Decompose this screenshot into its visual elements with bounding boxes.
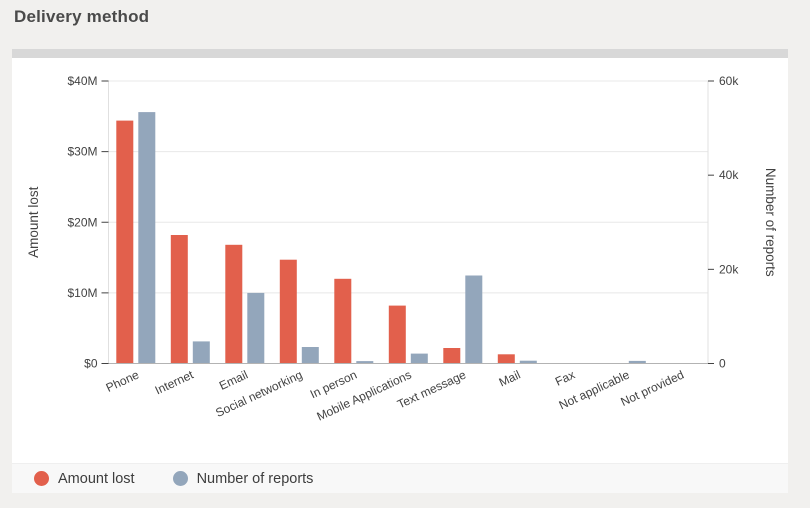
bar-amount-lost-social-networking[interactable] (279, 259, 297, 364)
bar-amount-lost-in-person[interactable] (334, 278, 352, 364)
number-of-reports-swatch-icon (172, 471, 188, 486)
chart-legend: Amount lost Number of reports (12, 463, 788, 493)
bar-amount-lost-phone[interactable] (116, 120, 134, 364)
left-tick-label-0: $0 (84, 357, 98, 371)
legend-label-number-of-reports: Number of reports (196, 470, 314, 487)
x-label-not-provided: Not provided (618, 368, 686, 409)
legend-item-number-of-reports[interactable]: Number of reports (172, 470, 314, 487)
bar-number-of-reports-in-person[interactable] (356, 361, 374, 364)
bar-amount-lost-mobile-applications[interactable] (388, 305, 406, 364)
bar-number-of-reports-mail[interactable] (519, 360, 537, 364)
left-tick-label-20m: $20M (67, 215, 97, 229)
bar-amount-lost-text-message[interactable] (443, 348, 461, 364)
x-label-mobile-applications: Mobile Applications (315, 368, 414, 424)
left-tick-label-40m: $40M (67, 74, 97, 88)
chart-card: $0 $10M $20M $30M $40M 0 20k 40k 60k Phone Interne… (12, 58, 788, 493)
bar-number-of-reports-email[interactable] (247, 292, 265, 364)
bar-number-of-reports-phone[interactable] (138, 112, 156, 364)
bar-number-of-reports-social-networking[interactable] (301, 347, 319, 364)
delivery-method-chart: $0 $10M $20M $30M $40M 0 20k 40k 60k Phone Interne… (26, 74, 778, 424)
legend-label-amount-lost: Amount lost (58, 470, 135, 487)
legend-item-amount-lost[interactable]: Amount lost (34, 471, 135, 487)
bar-amount-lost-email[interactable] (225, 244, 243, 364)
left-axis-title: Amount lost (26, 186, 41, 258)
bar-number-of-reports-text-message[interactable] (465, 275, 483, 364)
left-tick-label-10m: $10M (67, 286, 97, 300)
bar-number-of-reports-not-applicable[interactable] (628, 360, 646, 364)
x-label-phone: Phone (104, 367, 142, 394)
right-tick-label-20k: 20k (719, 262, 739, 276)
x-label-fax: Fax (553, 368, 577, 389)
x-label-mail: Mail (497, 368, 523, 390)
bar-number-of-reports-internet[interactable] (192, 341, 210, 364)
x-label-email: Email (217, 368, 250, 393)
left-tick-label-30m: $30M (67, 145, 97, 159)
bar-amount-lost-internet[interactable] (170, 235, 188, 364)
x-label-internet: Internet (153, 367, 196, 397)
amount-lost-swatch-icon (34, 471, 49, 486)
right-tick-label-60k: 60k (719, 74, 739, 88)
widget-drag-handle[interactable] (12, 49, 788, 58)
right-axis-title: Number of reports (763, 168, 778, 277)
right-tick-label-40k: 40k (719, 168, 739, 182)
bar-amount-lost-mail[interactable] (497, 354, 515, 364)
right-tick-label-0: 0 (719, 357, 726, 371)
bar-number-of-reports-mobile-applications[interactable] (410, 353, 428, 364)
page-title: Delivery method (14, 7, 150, 26)
